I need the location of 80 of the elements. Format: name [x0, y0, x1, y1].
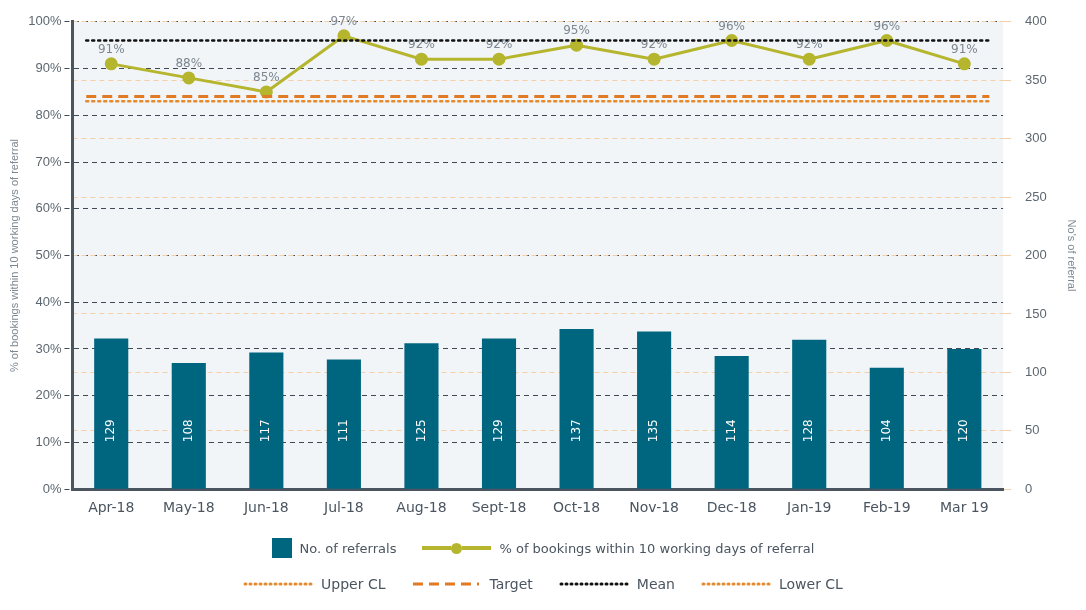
y2-tick-label: 200 [1025, 247, 1047, 263]
y2-tick-label: 400 [1025, 13, 1047, 29]
x-tick-label: Oct-18 [553, 499, 601, 516]
data-label: 129 [103, 419, 118, 443]
bar [326, 359, 361, 489]
y-tick-label: 70% [35, 153, 62, 169]
x-tick-label: Dec-18 [706, 499, 757, 516]
data-label: 96% [873, 18, 901, 33]
x-tick-label: May-18 [162, 499, 215, 516]
data-label: 114 [723, 419, 738, 443]
data-label: 85% [253, 70, 280, 85]
data-label: 128 [801, 419, 816, 443]
y-tick-label: 40% [35, 293, 62, 309]
x-tick-label: Jul-18 [323, 499, 364, 516]
data-label: 129 [491, 419, 506, 443]
y-tick-label: 0% [42, 480, 62, 496]
bar [559, 329, 594, 489]
y-tick-label: 90% [35, 60, 62, 76]
data-label: 91% [951, 41, 978, 56]
point [104, 57, 118, 71]
legend-label: Lower CL [778, 576, 843, 592]
point [957, 57, 971, 71]
bar [947, 348, 982, 489]
y-tick-label: 50% [35, 247, 62, 263]
y2-tick-label: 0 [1025, 480, 1033, 496]
point [570, 38, 584, 52]
y-tick-label: 20% [35, 387, 62, 403]
data-label: 111 [336, 419, 351, 443]
bar [792, 339, 827, 489]
point [492, 52, 506, 66]
point [802, 52, 816, 66]
y2-tick-label: 250 [1025, 188, 1047, 204]
data-label: 91% [97, 41, 125, 56]
data-label: 88% [175, 56, 203, 71]
bar [869, 367, 904, 489]
data-label: 95% [563, 23, 590, 38]
legend-label: % of bookings within 10 working days of referral [499, 540, 815, 556]
x-tick-label: Nov-18 [629, 499, 680, 516]
data-label: 135 [646, 419, 661, 443]
point [337, 29, 351, 43]
y-axis-title: % of bookings within 10 working days of referral [7, 139, 20, 372]
x-tick-label: Feb-19 [862, 499, 911, 516]
data-label: 96% [718, 18, 745, 33]
bar [249, 352, 284, 489]
data-label: 117 [258, 419, 273, 443]
point [182, 71, 196, 85]
bar [404, 343, 439, 489]
x-tick-label: Apr-18 [88, 499, 135, 516]
bar [171, 363, 206, 489]
y-tick-label: 100% [28, 13, 62, 29]
point [647, 52, 661, 66]
legend-label: No. of referrals [299, 540, 397, 556]
x-tick-label: Aug-18 [396, 499, 447, 516]
x-tick-label: Jun-18 [242, 499, 289, 516]
y2-tick-label: 50 [1025, 422, 1040, 438]
y-tick-label: 30% [35, 340, 62, 356]
y2-tick-label: 100 [1025, 363, 1047, 379]
text: Upper CL [321, 576, 386, 592]
y-tick-label: 60% [35, 200, 62, 216]
x-tick-label: Mar 19 [939, 499, 989, 516]
bar [637, 331, 672, 489]
y2-tick-label: 350 [1025, 71, 1047, 87]
data-label: 108 [180, 419, 195, 443]
y2-tick-label: 300 [1025, 130, 1047, 146]
legend-label: Target [489, 576, 533, 592]
bar [714, 355, 749, 489]
bar [94, 338, 129, 489]
data-label: 137 [568, 419, 583, 443]
bar [481, 338, 517, 489]
legend-label: Mean [636, 576, 675, 592]
y-tick-label: 10% [35, 434, 62, 450]
data-label: 104 [878, 419, 893, 443]
y2-tick-label: 150 [1025, 305, 1047, 321]
y2-axis-title: No's of referral [1066, 219, 1079, 292]
data-label: 125 [413, 419, 428, 443]
x-tick-label: Sept-18 [471, 499, 527, 516]
point [414, 52, 428, 66]
y-tick-label: 80% [35, 106, 62, 122]
x-tick-label: Jan-19 [786, 499, 832, 516]
data-label: 120 [956, 419, 971, 443]
